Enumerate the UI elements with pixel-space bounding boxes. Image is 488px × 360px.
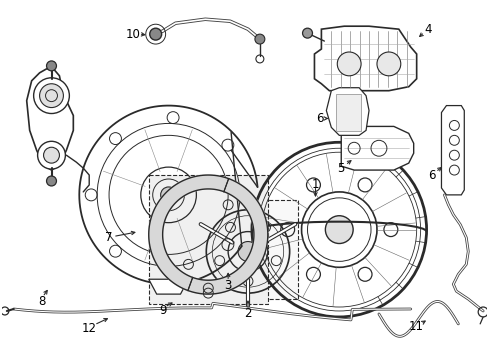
- Text: 4: 4: [424, 23, 431, 36]
- Circle shape: [46, 61, 56, 71]
- Polygon shape: [187, 179, 267, 294]
- Circle shape: [38, 141, 65, 169]
- Circle shape: [376, 52, 400, 76]
- Text: 9: 9: [159, 305, 166, 318]
- Text: 6: 6: [315, 112, 323, 125]
- Circle shape: [254, 34, 264, 44]
- Text: 8: 8: [38, 294, 45, 307]
- Polygon shape: [325, 88, 368, 135]
- Polygon shape: [148, 279, 188, 294]
- Text: 3: 3: [224, 279, 231, 292]
- Text: 7: 7: [105, 231, 113, 244]
- Bar: [336, 94, 360, 131]
- Polygon shape: [27, 69, 73, 170]
- Polygon shape: [341, 126, 413, 170]
- Text: 10: 10: [125, 28, 140, 41]
- Circle shape: [43, 147, 60, 163]
- Text: 1: 1: [311, 179, 319, 192]
- Circle shape: [34, 78, 69, 113]
- Circle shape: [161, 187, 176, 203]
- Polygon shape: [148, 175, 228, 291]
- Circle shape: [149, 28, 162, 40]
- Circle shape: [325, 216, 352, 243]
- Text: 2: 2: [244, 307, 251, 320]
- Circle shape: [302, 28, 312, 38]
- Bar: [148, 175, 267, 304]
- Text: 6: 6: [427, 168, 434, 181]
- Circle shape: [40, 84, 63, 108]
- Text: 11: 11: [408, 320, 423, 333]
- Bar: [198, 200, 297, 299]
- Circle shape: [337, 52, 360, 76]
- Text: 5: 5: [337, 162, 344, 175]
- Polygon shape: [441, 105, 463, 195]
- Circle shape: [46, 176, 56, 186]
- Circle shape: [238, 242, 257, 261]
- Polygon shape: [314, 26, 416, 91]
- Text: 12: 12: [81, 322, 97, 336]
